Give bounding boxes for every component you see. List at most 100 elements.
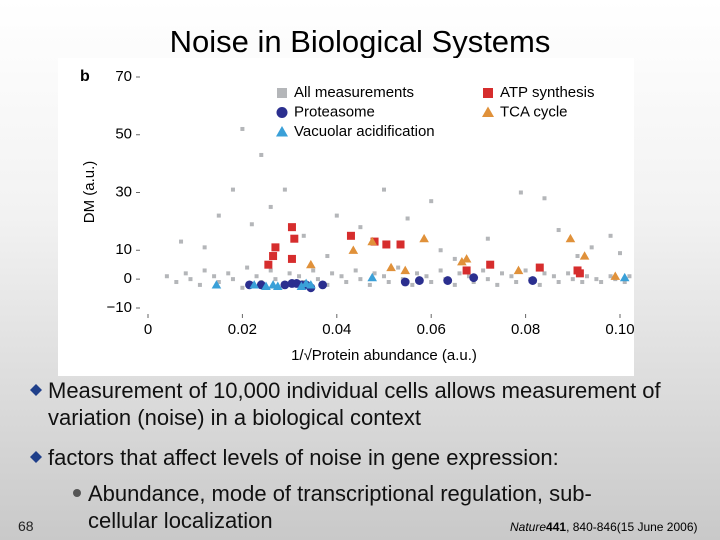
data-point xyxy=(240,285,245,290)
data-point xyxy=(226,271,231,276)
data-point xyxy=(457,271,462,276)
data-point xyxy=(287,271,292,276)
data-point xyxy=(230,187,235,192)
data-point xyxy=(202,268,207,273)
data-point xyxy=(212,274,217,279)
page-number: 68 xyxy=(18,518,34,534)
y-tick-label: 50 xyxy=(115,126,132,143)
data-point xyxy=(382,274,386,279)
data-point xyxy=(271,243,280,252)
data-point xyxy=(438,268,443,273)
data-point xyxy=(382,240,391,249)
data-point xyxy=(282,187,287,192)
x-tick-label: 0.02 xyxy=(228,321,257,338)
data-point xyxy=(452,282,457,287)
data-point xyxy=(537,282,542,287)
data-point xyxy=(230,277,235,282)
data-point xyxy=(610,271,621,280)
data-point xyxy=(523,268,528,273)
data-point xyxy=(556,228,561,233)
data-point xyxy=(429,199,434,204)
data-point xyxy=(296,281,307,290)
data-point xyxy=(486,260,495,269)
data-point xyxy=(311,268,316,273)
data-point xyxy=(339,274,344,279)
data-point xyxy=(269,252,278,261)
data-point xyxy=(249,222,254,227)
x-tick-label: 0 xyxy=(144,321,152,338)
x-tick-label: 0.10 xyxy=(605,321,634,338)
x-axis-label: 1/√Protein abundance (a.u.) xyxy=(291,347,477,364)
data-point xyxy=(466,274,471,279)
legend-marker xyxy=(276,107,288,118)
bullet-text: factors that affect levels of noise in g… xyxy=(48,445,559,470)
data-point xyxy=(197,282,202,287)
data-point xyxy=(280,280,290,290)
data-point xyxy=(514,280,519,285)
data-point xyxy=(261,281,271,290)
citation-pages: , 840-846(15 June 2006) xyxy=(566,520,698,534)
data-point xyxy=(367,282,372,287)
data-point xyxy=(556,280,561,285)
data-point xyxy=(579,251,590,260)
data-point xyxy=(599,280,604,285)
data-point xyxy=(382,187,386,192)
data-point xyxy=(240,126,245,131)
data-point xyxy=(495,282,500,287)
data-point xyxy=(287,223,296,232)
data-point xyxy=(608,233,613,238)
data-point xyxy=(211,280,222,289)
data-point xyxy=(500,271,504,276)
data-point xyxy=(245,265,250,270)
data-point xyxy=(570,277,575,282)
data-point xyxy=(608,274,613,279)
data-point xyxy=(485,277,490,282)
data-point xyxy=(202,245,207,250)
data-point xyxy=(358,225,363,230)
legend-label: All measurements xyxy=(294,84,414,101)
data-point xyxy=(575,269,584,278)
data-point xyxy=(513,265,524,275)
chart-background xyxy=(58,58,634,376)
data-point xyxy=(259,152,264,157)
data-point xyxy=(580,280,585,285)
citation-journal: Nature xyxy=(510,520,547,534)
data-point xyxy=(301,278,311,288)
data-point xyxy=(542,271,547,276)
data-point xyxy=(318,280,328,290)
data-point xyxy=(188,277,193,282)
bullet-text: Measurement of 10,000 individual cells a… xyxy=(48,378,661,430)
data-point xyxy=(179,239,184,244)
data-point xyxy=(405,216,410,221)
data-point xyxy=(396,240,405,249)
data-point xyxy=(358,277,363,282)
data-point xyxy=(344,280,349,285)
data-point xyxy=(164,274,169,279)
x-tick-label: 0.08 xyxy=(511,321,540,338)
y-tick-label: 70 xyxy=(115,68,132,85)
data-point xyxy=(372,271,377,276)
data-point xyxy=(301,233,306,238)
data-point xyxy=(254,274,259,279)
data-point xyxy=(575,254,580,259)
data-point xyxy=(438,248,443,253)
data-point xyxy=(542,196,547,201)
citation-volume: 441 xyxy=(546,520,567,534)
data-point xyxy=(348,245,359,254)
data-point xyxy=(367,236,377,246)
legend-label: TCA cycle xyxy=(500,103,568,120)
data-point xyxy=(396,265,401,270)
data-point xyxy=(264,260,273,269)
legend-marker xyxy=(277,88,287,98)
data-point xyxy=(216,280,221,285)
data-point xyxy=(551,274,556,279)
data-point xyxy=(589,245,594,250)
data-point xyxy=(315,277,320,282)
data-point xyxy=(594,277,599,282)
data-point xyxy=(461,254,472,263)
data-point xyxy=(290,234,299,243)
data-point xyxy=(485,236,490,241)
data-point xyxy=(287,254,296,263)
data-point xyxy=(353,268,358,273)
data-point xyxy=(566,271,571,276)
